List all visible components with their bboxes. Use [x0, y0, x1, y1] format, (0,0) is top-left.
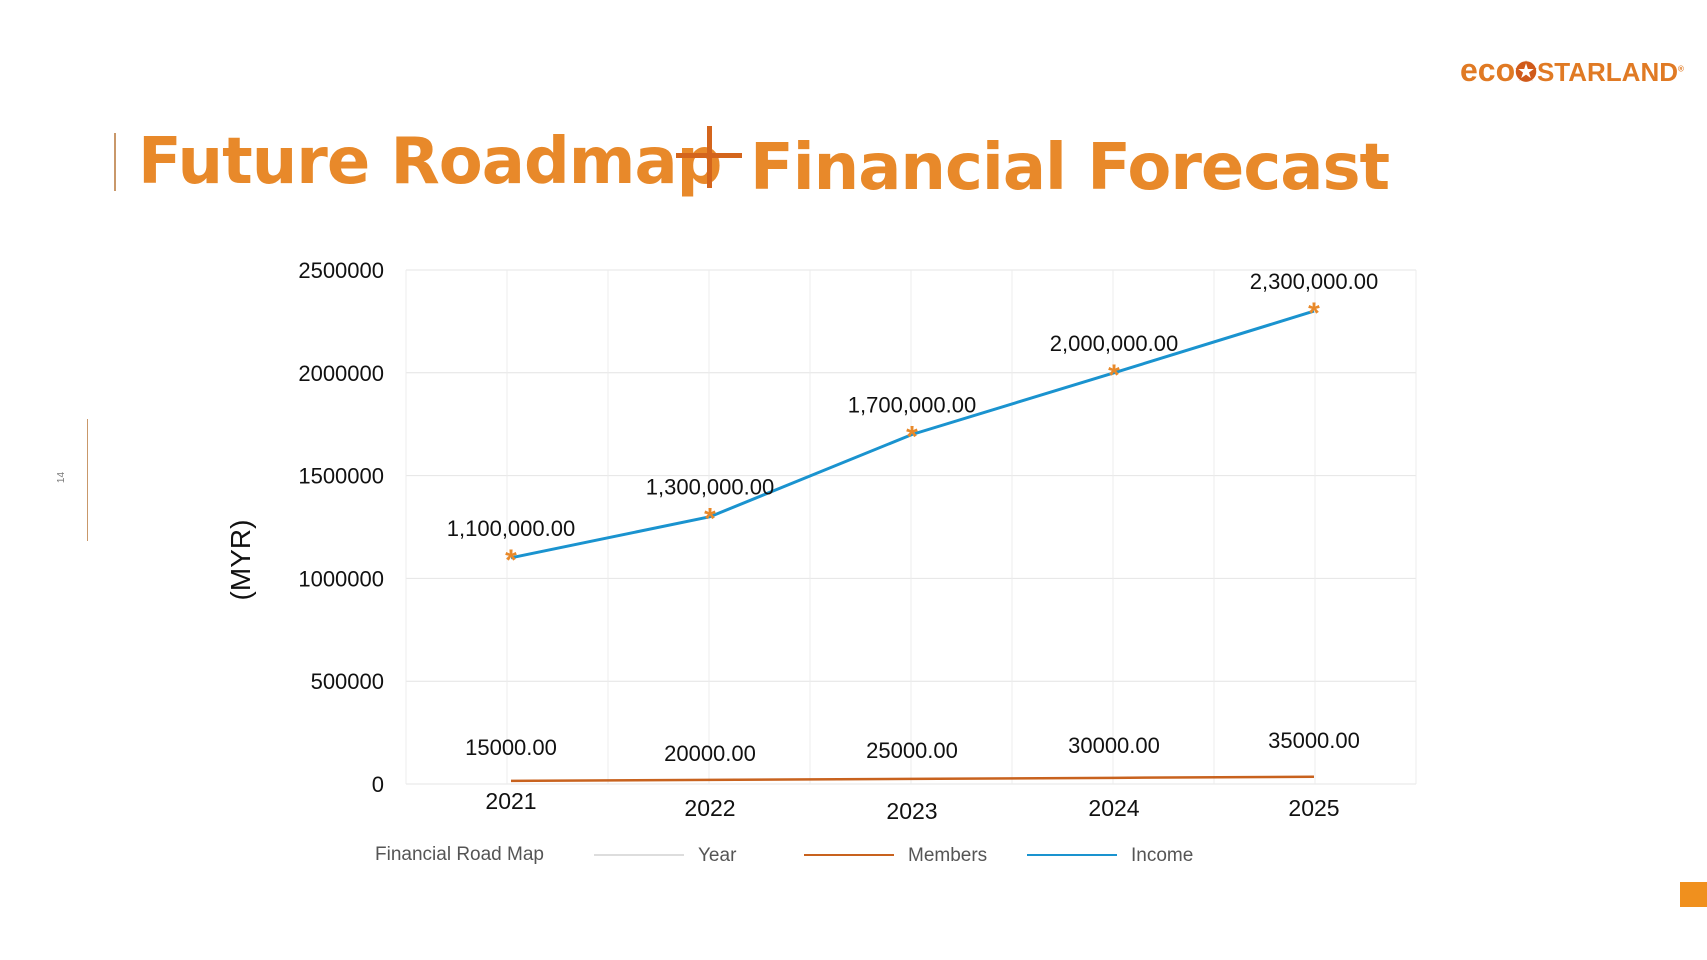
legend-title: Financial Road Map — [375, 844, 544, 865]
data-label: 15000.00 — [465, 735, 557, 760]
data-label: 1,300,000.00 — [646, 475, 774, 500]
y-tick-label: 2500000 — [298, 258, 384, 283]
y-tick-label: 500000 — [311, 669, 384, 694]
data-label: 2,300,000.00 — [1250, 269, 1378, 294]
star-marker: * — [704, 503, 716, 536]
y-tick-label: 1500000 — [298, 464, 384, 489]
ecostarland-logo: eco✪STARLAND® — [1460, 52, 1684, 88]
data-label: 30000.00 — [1068, 733, 1160, 758]
data-label: 35000.00 — [1268, 728, 1360, 753]
side-divider — [87, 419, 88, 541]
star-marker: * — [1108, 359, 1120, 392]
plus-icon — [676, 126, 742, 188]
x-tick-label: 2021 — [485, 788, 536, 814]
series-line-members — [510, 775, 1315, 783]
page-title: Future Roadmap Financial Forecast — [138, 125, 1390, 205]
y-tick-label: 0 — [372, 772, 384, 797]
x-tick-label: 2025 — [1288, 795, 1339, 821]
y-tick-label: 2000000 — [298, 361, 384, 386]
y-tick-label: 1000000 — [298, 566, 384, 591]
x-tick-label: 2024 — [1088, 795, 1139, 821]
star-marker: * — [505, 544, 517, 577]
star-marker: * — [906, 420, 918, 453]
legend-entry: Members — [908, 845, 987, 866]
x-tick-label: 2023 — [886, 798, 937, 824]
corner-square — [1680, 882, 1707, 907]
data-label: 1,700,000.00 — [848, 392, 976, 417]
legend-entry: Income — [1131, 845, 1193, 866]
y-axis-title: (MYR) — [225, 520, 256, 601]
data-label: 1,100,000.00 — [447, 516, 575, 541]
title-accent-bar — [114, 133, 116, 191]
x-tick-label: 2022 — [684, 795, 735, 821]
data-label: 20000.00 — [664, 741, 756, 766]
series-line-income — [510, 309, 1315, 560]
data-label: 25000.00 — [866, 738, 958, 763]
legend-entry: Year — [698, 845, 737, 866]
title-part-2: Financial Forecast — [750, 131, 1390, 205]
title-part-1: Future Roadmap — [138, 125, 722, 199]
star-marker: * — [1308, 297, 1320, 330]
data-label: 2,000,000.00 — [1050, 331, 1178, 356]
